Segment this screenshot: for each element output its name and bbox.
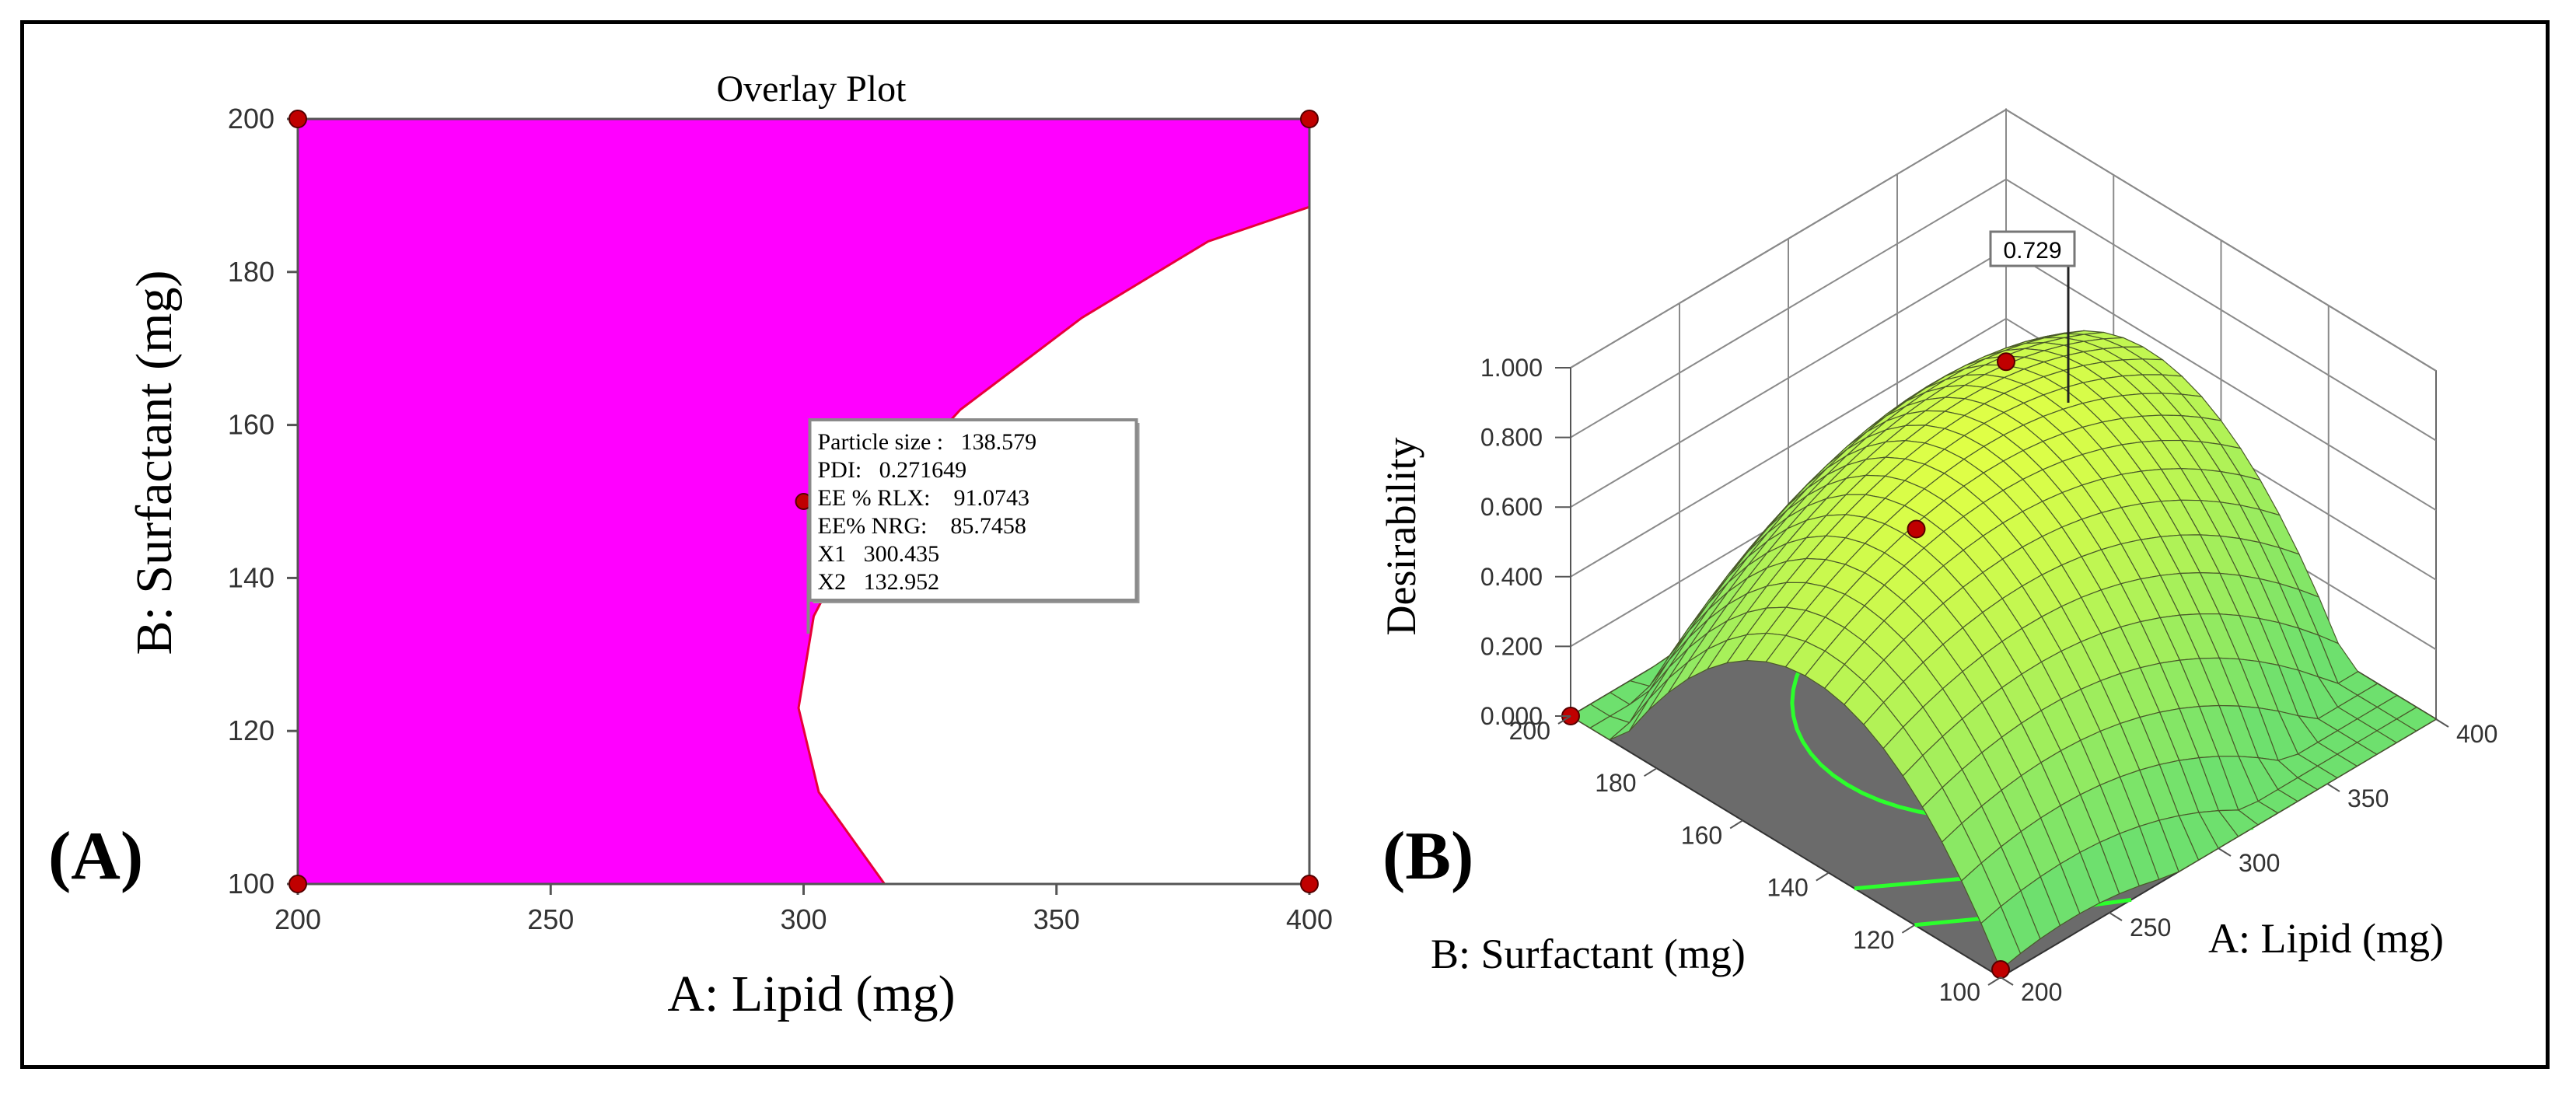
overlay-plot: 200 250 300 350 400 100 120 140 160 180 200 Overlay… — [126, 68, 1333, 1022]
flag-line-3: EE% NRG: 85.7458 — [818, 513, 1026, 539]
x-tick-label-0: 200 — [274, 903, 321, 935]
flag-line-0: Particle size : 138.579 — [818, 429, 1037, 455]
x-tick-label-1: 250 — [527, 903, 574, 935]
y-tick-label-2: 140 — [228, 561, 274, 593]
x-tick-label-3: 350 — [1033, 903, 1080, 935]
flag-box — [808, 418, 1138, 602]
x-tick-label-4: 400 — [1286, 903, 1333, 935]
panel-label-a: (A) — [48, 819, 144, 894]
design-point — [1300, 110, 1319, 128]
design-point — [288, 875, 307, 893]
y-tick-label-4: 180 — [228, 256, 274, 288]
panel-label-b: (B) — [1382, 819, 1474, 894]
chart-title: Overlay Plot — [717, 68, 907, 110]
flag-line-4: X1 300.435 — [818, 541, 940, 567]
flag-line-2: EE % RLX: 91.0743 — [818, 485, 1029, 511]
flag-line-1: PDI: 0.271649 — [818, 457, 967, 483]
y-tick-label-5: 200 — [228, 103, 274, 135]
x-tick-label-2: 300 — [780, 903, 827, 935]
y-tick-label-1: 120 — [228, 714, 274, 746]
y-tick-label-0: 100 — [228, 868, 274, 900]
design-point — [1300, 875, 1319, 893]
design-point — [288, 110, 307, 128]
flag-line-5: X2 132.952 — [818, 569, 940, 595]
x-axis-label: A: Lipid (mg) — [667, 966, 955, 1022]
y-axis-label: B: Surfactant (mg) — [126, 271, 183, 655]
y-tick-label-3: 160 — [228, 409, 274, 441]
